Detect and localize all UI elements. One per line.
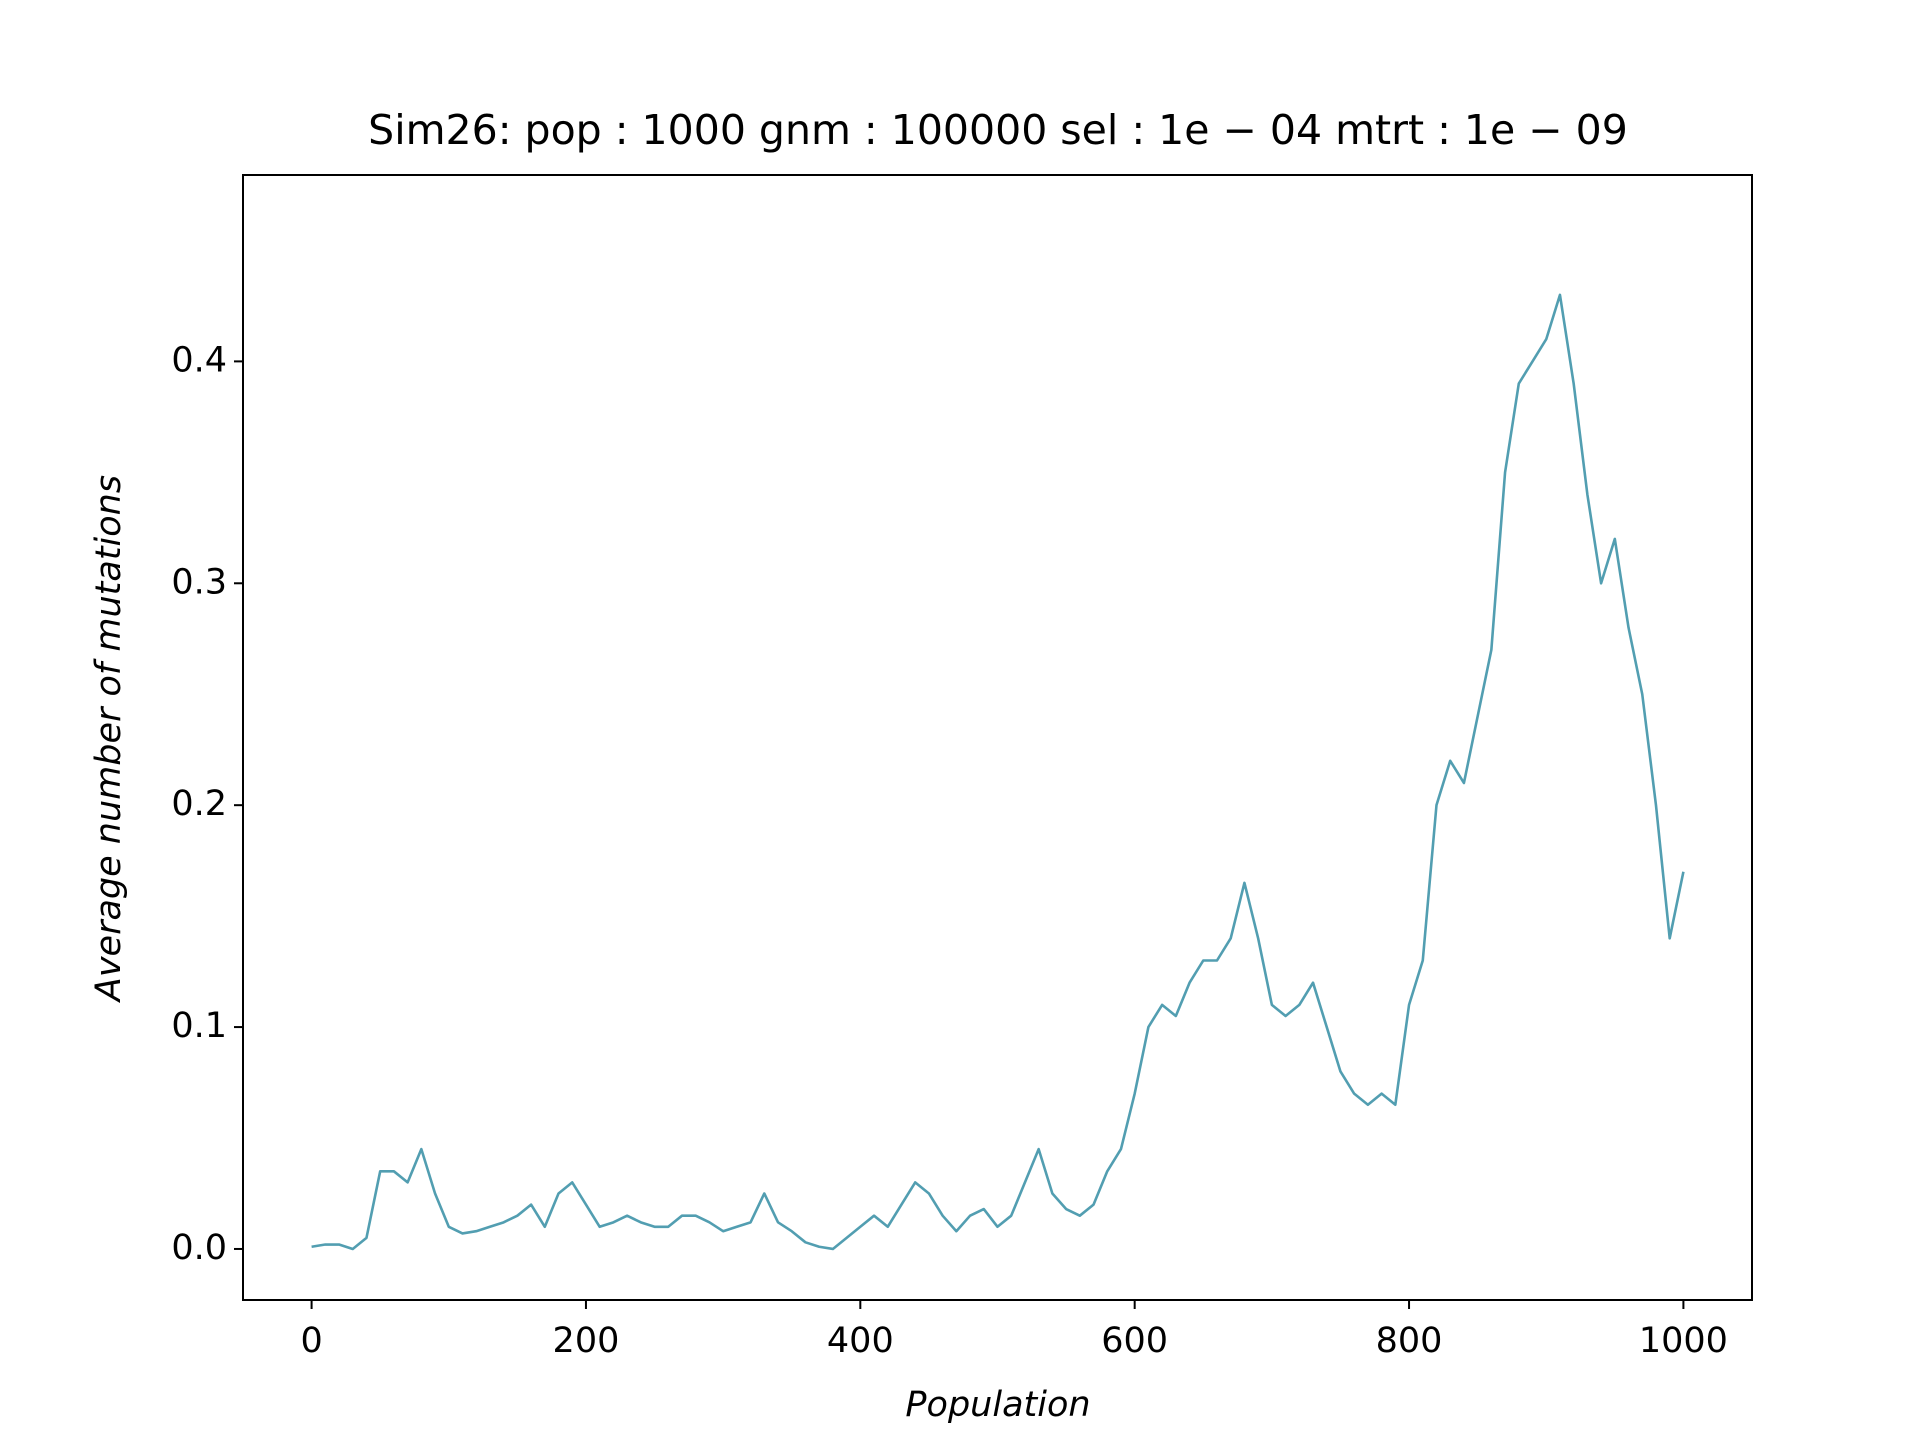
x-tick-label: 800	[1376, 1321, 1443, 1361]
data-line	[311, 293, 1685, 1251]
y-axis-label: Average number of mutations	[89, 475, 129, 1003]
y-tick-label: 0.2	[171, 784, 227, 824]
x-tick-label: 1000	[1639, 1321, 1728, 1361]
x-tick-label: 400	[827, 1321, 894, 1361]
chart-title: Sim26: pop : 1000 gnm : 100000 sel : 1e …	[368, 106, 1628, 154]
x-tick-label: 0	[300, 1321, 322, 1361]
y-tick-label: 0.3	[171, 562, 227, 602]
y-tick-label: 0.1	[171, 1006, 227, 1046]
x-tick-label: 600	[1101, 1321, 1168, 1361]
y-tick-label: 0.4	[171, 340, 227, 380]
plot-frame	[242, 174, 1753, 1301]
x-tick-label: 200	[553, 1321, 620, 1361]
x-axis-label: Population	[905, 1385, 1090, 1425]
y-tick-label: 0.0	[171, 1228, 227, 1268]
